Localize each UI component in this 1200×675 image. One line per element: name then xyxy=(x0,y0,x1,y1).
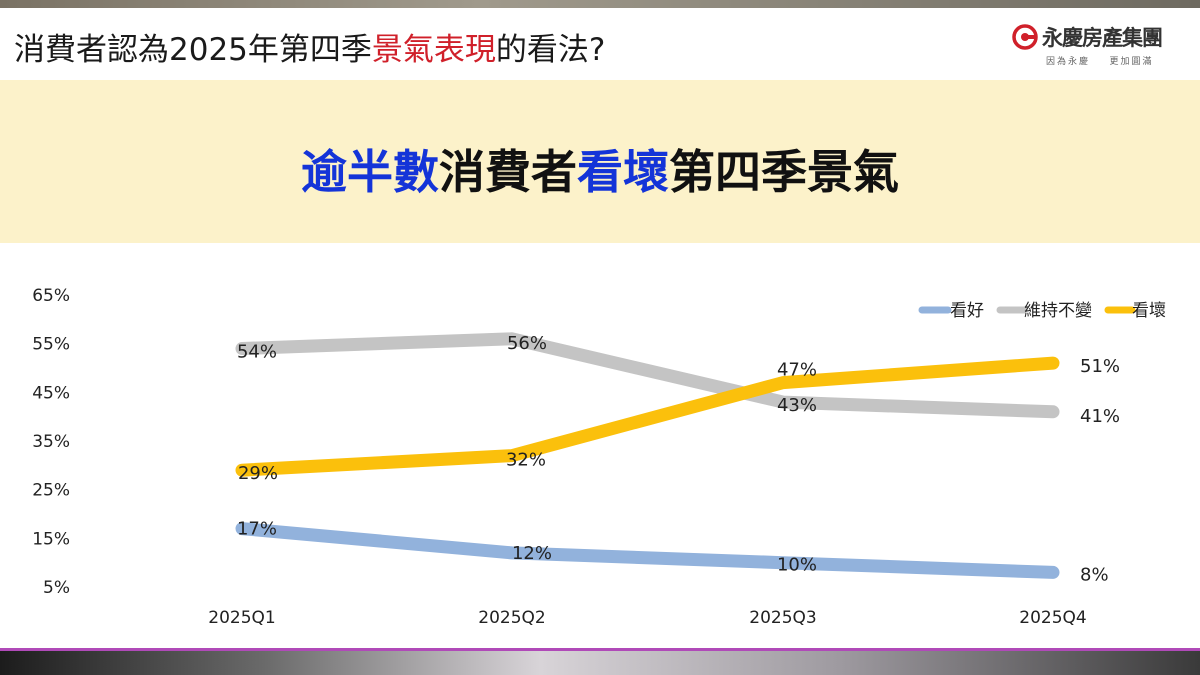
page-title: 消費者認為2025年第四季景氣表現的看法? xyxy=(14,24,605,69)
data-label: 51% xyxy=(1080,356,1120,377)
data-label: 56% xyxy=(507,333,547,354)
y-tick-label: 45% xyxy=(32,383,70,403)
data-label: 43% xyxy=(777,395,817,416)
data-label: 47% xyxy=(777,360,817,381)
banner-text-1: 逾半數 xyxy=(301,145,439,199)
x-tick-label: 2025Q4 xyxy=(1019,608,1086,628)
company-logo: 永慶房產集團 因為永慶 更加圓滿 xyxy=(1010,22,1190,74)
x-tick-label: 2025Q1 xyxy=(208,608,275,628)
y-tick-label: 35% xyxy=(32,432,70,452)
logo-slogan: 因為永慶 更加圓滿 xyxy=(1046,57,1154,67)
banner-text-2: 消費者 xyxy=(439,145,577,199)
data-label: 54% xyxy=(237,342,277,363)
banner-text-3: 看壞 xyxy=(577,145,669,199)
data-label: 12% xyxy=(512,543,552,564)
data-label: 32% xyxy=(506,450,546,471)
banner-text-4: 第四季景氣 xyxy=(669,145,899,199)
logo-name: 永慶房產集團 xyxy=(1042,26,1163,50)
title-text: 消費者認為2025年第四季 xyxy=(14,32,372,68)
y-tick-label: 55% xyxy=(32,335,70,355)
title-text-end: 的看法? xyxy=(495,32,606,68)
bottom-accent-line xyxy=(0,648,1200,651)
y-tick-label: 15% xyxy=(32,529,70,549)
data-label: 41% xyxy=(1080,406,1120,427)
top-border-strip xyxy=(0,0,1200,8)
title-highlight: 景氣表現 xyxy=(371,32,496,68)
legend-label: 維持不變 xyxy=(1024,301,1092,321)
headline-banner: 逾半數消費者看壞第四季景氣 xyxy=(0,80,1200,243)
bottom-border-strip xyxy=(0,648,1200,675)
legend-label: 看好 xyxy=(950,301,984,321)
y-tick-label: 65% xyxy=(32,286,70,306)
y-tick-label: 5% xyxy=(43,578,70,598)
data-label: 10% xyxy=(777,555,817,576)
header: 消費者認為2025年第四季景氣表現的看法? 永慶房產集團 因為永慶 更加圓滿 xyxy=(0,8,1200,78)
legend-label: 看壞 xyxy=(1132,301,1166,321)
data-label: 29% xyxy=(238,463,278,484)
banner-title: 逾半數消費者看壞第四季景氣 xyxy=(0,136,1200,202)
line-chart: 65% 55% 45% 35% 25% 15% 5% 2025Q1 2025Q2 2025Q3 20… xyxy=(32,286,1166,628)
data-label: 8% xyxy=(1080,564,1109,585)
series-line-2 xyxy=(235,332,1060,419)
x-tick-label: 2025Q2 xyxy=(478,608,545,628)
logo-mark-icon xyxy=(1012,24,1038,50)
series-line-3 xyxy=(235,356,1060,477)
y-tick-label: 25% xyxy=(32,481,70,501)
series-line-1 xyxy=(235,522,1060,579)
data-label: 17% xyxy=(237,519,277,540)
x-tick-label: 2025Q3 xyxy=(749,608,816,628)
